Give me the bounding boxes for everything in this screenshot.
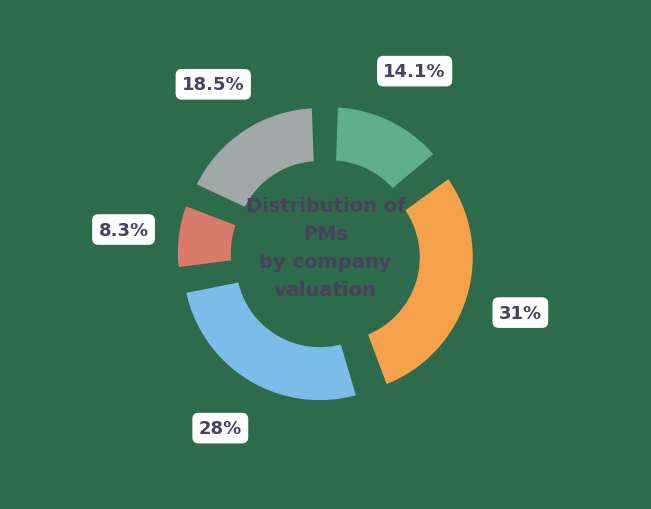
Wedge shape — [333, 105, 437, 192]
Text: 31%: 31% — [499, 304, 542, 322]
Text: 14.1%: 14.1% — [383, 63, 446, 81]
Text: 28%: 28% — [199, 419, 242, 437]
Wedge shape — [183, 280, 359, 403]
Wedge shape — [193, 106, 316, 211]
Text: 18.5%: 18.5% — [182, 76, 245, 94]
Wedge shape — [175, 203, 239, 271]
Text: 8.3%: 8.3% — [98, 221, 148, 239]
Wedge shape — [365, 176, 475, 388]
Text: Distribution of
PMs
by company
valuation: Distribution of PMs by company valuation — [245, 196, 406, 299]
